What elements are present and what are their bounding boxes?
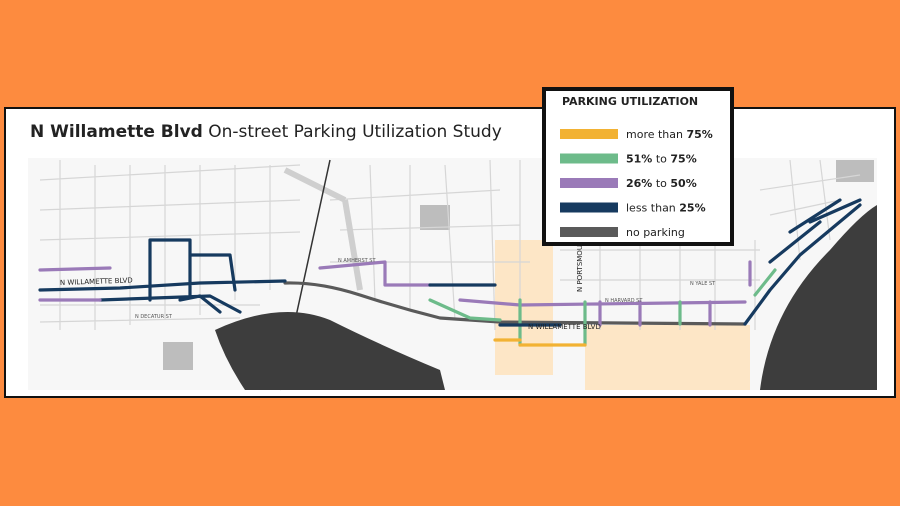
route (38, 238, 287, 314)
legend-label-part: 25% (679, 202, 705, 215)
map: N WILLAMETTE BLVD N WILLAMETTE BLVD N PO… (28, 158, 877, 391)
water (760, 205, 877, 390)
routes (38, 198, 862, 347)
legend-label: less than 25% (626, 202, 706, 215)
legend-swatch (560, 202, 618, 213)
route (428, 283, 562, 327)
water (215, 312, 445, 390)
legend-swatch (560, 227, 618, 237)
street-label: N DECATUR ST (135, 314, 173, 320)
legend-title: PARKING UTILIZATION (562, 95, 698, 108)
legend-swatch (560, 178, 618, 188)
street-label: N PORTSMOUTH (576, 236, 584, 292)
legend-label-part: 75% (686, 128, 712, 141)
legend-label-part: 75% (670, 153, 696, 166)
legend-label-part: 50% (670, 177, 696, 190)
highway (283, 167, 363, 291)
route (283, 281, 747, 326)
land-use (495, 240, 553, 375)
legend-label: no parking (626, 226, 685, 239)
street-label: N HARVARD ST (605, 298, 643, 304)
street-label: N WILLAMETTE BLVD (60, 276, 133, 287)
land-use (585, 325, 750, 390)
legend-label-part: to (652, 153, 670, 166)
route (743, 198, 862, 326)
legend-label: 26% to 50% (626, 177, 697, 190)
legend: PARKING UTILIZATION more than 75%51% to … (542, 87, 734, 246)
street-grid (39, 159, 861, 331)
street-label: N YALE ST (690, 281, 716, 287)
legend-label-part: less than (626, 202, 679, 215)
building (163, 342, 193, 370)
building (420, 205, 450, 230)
title: N Willamette Blvd On-street Parking Util… (30, 122, 502, 142)
legend-box (542, 87, 734, 246)
legend-label-part: no parking (626, 226, 685, 239)
legend-label: 51% to 75% (626, 153, 697, 166)
street-label: N WILLAMETTE BLVD (528, 323, 601, 331)
legend-label: more than 75% (626, 128, 713, 141)
route (493, 338, 587, 347)
title-rest: On-street Parking Utilization Study (208, 122, 502, 142)
title-bold: N Willamette Blvd (30, 122, 203, 142)
legend-label-part: more than (626, 128, 686, 141)
legend-swatch (560, 129, 618, 139)
legend-label-part: 51% (626, 153, 652, 166)
legend-label-part: to (652, 177, 670, 190)
building (836, 160, 874, 182)
legend-label-part: 26% (626, 177, 652, 190)
street-label: N AMHERST ST (338, 258, 376, 264)
legend-swatch (560, 153, 618, 164)
route (428, 268, 777, 347)
